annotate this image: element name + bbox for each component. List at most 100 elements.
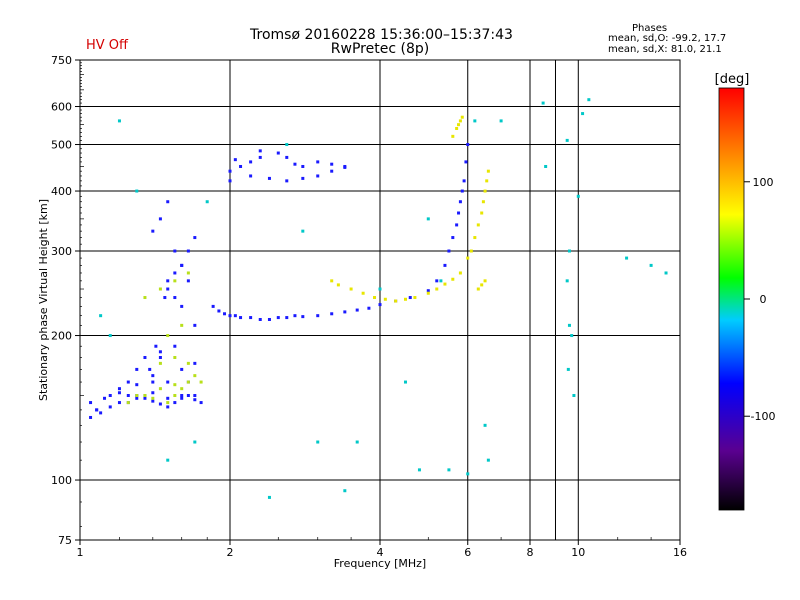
data-point [108, 394, 112, 398]
y-tick-label: 400 [51, 185, 72, 198]
data-point [567, 323, 571, 327]
data-point [316, 174, 320, 178]
colorbar-ticks: 100 0 -100 [744, 176, 775, 423]
data-point [158, 287, 162, 291]
data-point [443, 282, 447, 286]
data-point [330, 169, 334, 173]
data-point [239, 164, 243, 168]
phase-x-stats: mean, sd,X: 81.0, 21.1 [608, 44, 722, 55]
data-point [151, 391, 155, 395]
data-point [180, 367, 184, 371]
data-point [483, 423, 487, 427]
data-point [199, 380, 203, 384]
y-axis-label: Stationary phase Virtual Height [km] [37, 199, 50, 401]
data-point [447, 249, 451, 253]
data-point [413, 296, 417, 300]
data-point [193, 398, 197, 402]
data-point [143, 394, 147, 398]
data-point [451, 236, 455, 240]
chart-subtitle: RwPretec (8p) [330, 41, 430, 57]
data-point [403, 380, 407, 384]
data-point [460, 189, 464, 193]
data-point [117, 401, 121, 405]
data-point [486, 458, 490, 462]
data-point [481, 200, 485, 204]
data-point [367, 306, 371, 310]
data-point [649, 263, 653, 267]
chart-title: Tromsø 20160228 15:36:00–15:37:43 [250, 27, 513, 43]
data-point [108, 405, 112, 409]
data-point [163, 296, 167, 300]
data-point [301, 176, 305, 180]
data-point [158, 350, 162, 354]
data-point [458, 271, 462, 275]
data-point [158, 355, 162, 359]
data-point [154, 344, 158, 348]
data-point [403, 297, 407, 301]
phases-title: Phases [632, 23, 668, 34]
data-point [457, 123, 461, 127]
data-point [316, 440, 320, 444]
data-point [180, 394, 184, 398]
data-point [173, 394, 177, 398]
data-point [99, 314, 103, 318]
data-point [451, 277, 455, 281]
data-point [566, 367, 570, 371]
data-point [89, 415, 93, 419]
data-point [186, 361, 190, 365]
data-point [103, 396, 107, 400]
data-point [355, 308, 359, 312]
data-point [361, 291, 365, 295]
data-point [435, 279, 439, 283]
data-point [476, 287, 480, 291]
data-point [173, 355, 177, 359]
data-point [223, 312, 227, 316]
data-point [349, 287, 353, 291]
data-point [572, 394, 576, 398]
data-point [285, 179, 289, 183]
data-point [469, 249, 473, 253]
data-point [462, 179, 466, 183]
data-point [451, 134, 455, 138]
data-point [587, 98, 591, 102]
data-point [316, 160, 320, 164]
data-point [186, 271, 190, 275]
data-point [173, 279, 177, 283]
x-tick-label: 6 [464, 546, 471, 559]
data-point [143, 355, 147, 359]
data-point [249, 316, 253, 320]
data-point [158, 217, 162, 221]
data-point [126, 394, 130, 398]
data-point [343, 310, 347, 314]
data-point [143, 296, 147, 300]
data-point [166, 334, 170, 338]
data-point [126, 380, 130, 384]
data-point [293, 314, 297, 318]
data-point [343, 489, 347, 493]
data-point [565, 279, 569, 283]
data-point [173, 249, 177, 253]
data-point [228, 169, 232, 173]
data-point [383, 297, 387, 301]
data-point [373, 296, 377, 300]
data-point [135, 367, 139, 371]
data-point [267, 176, 271, 180]
data-point [330, 312, 334, 316]
data-point [443, 263, 447, 267]
data-point [466, 256, 470, 260]
data-point [455, 223, 459, 227]
data-point [355, 440, 359, 444]
data-point [166, 405, 170, 409]
data-point [336, 283, 340, 287]
data-point [276, 316, 280, 320]
data-point [439, 279, 443, 283]
data-point [285, 155, 289, 159]
data-point [180, 396, 184, 400]
data-point [173, 383, 177, 387]
colorbar-tick-label: -100 [751, 410, 776, 423]
data-point [447, 468, 451, 472]
data-point [426, 291, 430, 295]
data-point [483, 279, 487, 283]
data-point [166, 401, 170, 405]
data-point [267, 317, 271, 321]
